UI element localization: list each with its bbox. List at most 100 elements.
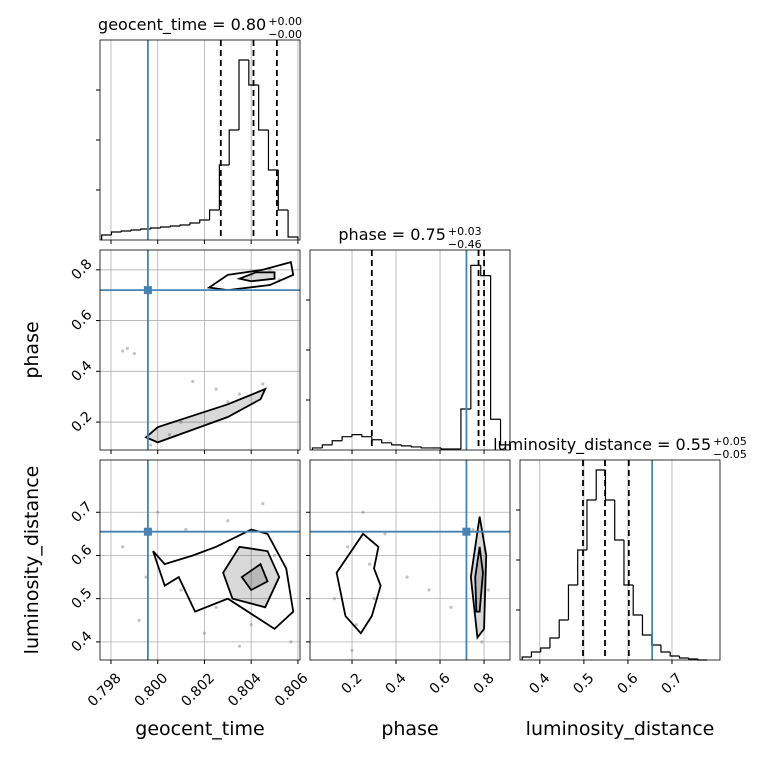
panel: geocent_time = 0.80 +0.00−0.00 [96,15,302,244]
sample-point [354,622,359,627]
contour [222,545,281,609]
hist-bin [688,658,698,660]
hist-bin [169,225,181,227]
sample-point [289,640,293,644]
hist-bin [321,444,333,448]
hist-bin [391,442,402,446]
truth-marker [462,527,471,536]
hist-bin [669,652,680,657]
x-axis-label: phase [381,718,438,740]
sample-point [471,527,475,532]
hist-bin [540,647,550,652]
hist-bin [267,130,279,171]
panel-frame [309,459,511,661]
plot-area [310,460,510,660]
sample-point [480,640,484,644]
sample-point [179,420,183,424]
hist-bin [381,439,392,444]
hist-bin [331,440,343,445]
sample-point [121,545,125,549]
hist-bin [371,436,382,441]
hist-bin [277,170,289,211]
x-axis-label: geocent_time [135,718,264,740]
panel-frame [309,249,511,451]
panel-title: phase = 0.75 [338,225,445,244]
hist-bin [440,447,452,450]
hist-bin [218,164,230,210]
sample-point [144,575,148,579]
hist-bin [460,408,471,449]
hist-bin [470,264,481,409]
hist-bin [130,229,141,231]
hist-bin [189,222,200,225]
hist-bin [480,265,491,277]
hist-bin [678,656,689,659]
hist-bin [632,585,643,616]
sample-point [214,387,218,391]
hist-bin [420,446,432,449]
hist-bin [120,230,132,232]
panel-frame [99,39,301,241]
hist-bin [660,645,671,653]
hist-bin [311,447,323,450]
panel-frame [99,249,301,451]
hist-bin [361,434,372,438]
panel-frame [99,459,301,661]
panel-title: geocent_time = 0.80 [98,15,266,35]
hist-bin [400,444,412,447]
hist-bin [351,434,362,437]
sample-point [156,510,160,514]
sample-point [214,605,218,609]
sample-point [149,443,153,447]
hist-bin [199,219,210,223]
hist-bin [623,540,634,586]
title-lower: −0.46 [448,238,482,251]
hist-bin [614,500,624,541]
truth-marker [143,527,152,536]
hist-bin [641,615,652,636]
hist-bin [150,227,161,229]
hist-bin [228,129,240,165]
y-axis-label: phase [21,321,43,378]
panel: phase = 0.75 +0.03−0.46 [306,225,512,454]
sample-point [179,588,183,592]
panel-title: luminosity_distance = 0.55 [493,435,711,455]
hist-bin [248,60,259,86]
title-lower: −0.05 [713,448,747,461]
hist-bin [341,436,353,441]
hist-bin [410,445,422,448]
title-upper: +0.05 [713,435,747,448]
contour [144,387,267,444]
hist-bin [558,619,569,638]
sample-point [486,588,491,592]
hist-bin [567,584,578,620]
plot-area [100,460,300,660]
y-axis-label: luminosity_distance [21,466,43,655]
sample-point [121,349,125,353]
title-upper: +0.00 [268,15,302,28]
hist-bin [595,469,606,500]
hist-bin [586,499,597,550]
panel-frame [519,459,721,661]
title-upper: +0.03 [448,225,482,238]
hist-bin [179,224,190,226]
sample-point [261,502,265,506]
x-axis-label: luminosity_distance [526,718,715,740]
contour [236,271,276,283]
contour [335,532,382,635]
sample-point [132,351,136,356]
hist-bin [159,226,171,228]
sample-point [184,527,188,532]
hist-bin [530,651,541,657]
sample-point [383,532,387,536]
sample-point [332,597,337,601]
contour [469,516,488,640]
plot-area [100,250,300,450]
sample-point [449,605,453,609]
sample-point [405,575,409,579]
sample-point [346,545,350,549]
sample-point [125,346,129,351]
hist-bin [258,85,269,131]
